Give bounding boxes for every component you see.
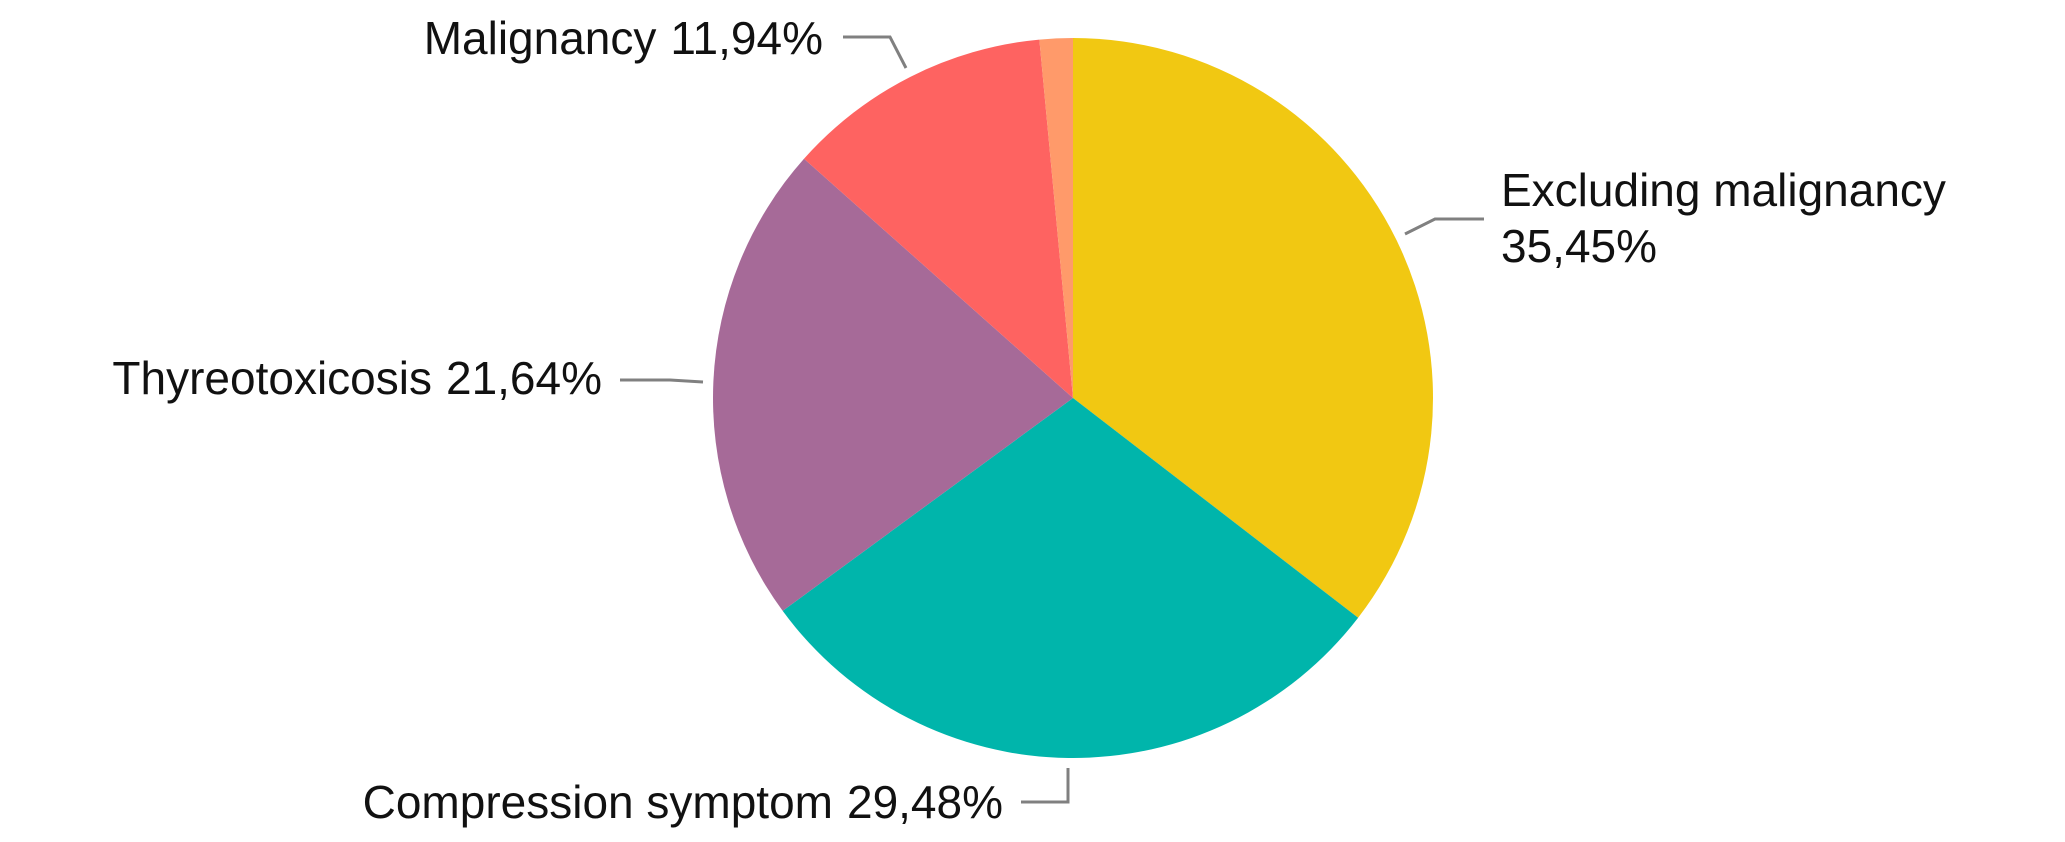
slice	[782, 398, 1359, 759]
value-label: 35,45%	[1501, 220, 1657, 272]
leader-line	[1021, 768, 1070, 804]
slice-label: Excluding malignancy	[1501, 164, 1946, 216]
slice	[804, 39, 1073, 398]
slice-label: Thyreotoxicosis 21,64%	[112, 352, 602, 404]
pie	[713, 38, 1433, 759]
slice-label: Malignancy 11,94%	[424, 12, 823, 64]
category-label: Malignancy	[424, 12, 657, 64]
value-label: 29,48%	[847, 776, 1003, 828]
value-label: 21,64%	[446, 352, 602, 404]
leader-line	[1404, 217, 1484, 236]
slice-label: Compression symptom 29,48%	[363, 776, 1003, 828]
category-label: Compression symptom	[363, 776, 833, 828]
value-label: 11,94%	[670, 12, 823, 64]
leader-line	[620, 378, 704, 384]
slice	[1073, 38, 1433, 618]
slice	[1039, 38, 1073, 398]
category-label: Thyreotoxicosis	[112, 352, 432, 404]
slice	[713, 158, 1073, 611]
leader-line	[843, 35, 908, 69]
leader-lines	[620, 35, 1484, 804]
